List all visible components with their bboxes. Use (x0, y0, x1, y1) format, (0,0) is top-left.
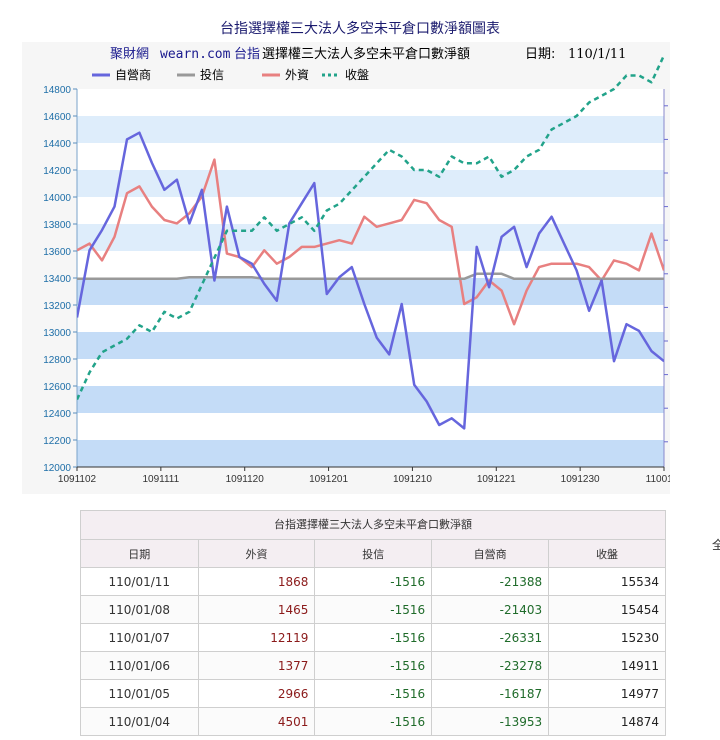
legend-label: 外資 (285, 68, 309, 82)
cell-foreign: 1377 (197, 651, 316, 680)
background-band (77, 170, 664, 197)
cell-close: 15230 (548, 623, 666, 652)
cell-dealer: -13953 (431, 707, 550, 736)
x-tick-label: 1091201 (309, 474, 348, 485)
cell-date: 110/01/08 (80, 595, 199, 624)
cell-close: 14874 (548, 707, 666, 736)
background-band (77, 440, 664, 467)
left-tick-label: 14400 (43, 139, 71, 150)
table-header-row: 日期 外資 投信 自營商 收盤 (80, 539, 666, 568)
left-tick-label: 12600 (43, 382, 71, 393)
cell-trust: -1516 (314, 567, 433, 596)
background-band (77, 332, 664, 359)
x-tick-label: 1091210 (393, 474, 432, 485)
background-band (77, 386, 664, 413)
series-line-2 (77, 158, 664, 326)
legend-label: 收盤 (345, 68, 369, 82)
cell-trust: -1516 (314, 679, 433, 708)
cell-date: 110/01/06 (80, 651, 199, 680)
table-row: 110/01/11 1868 -1516 -21388 15534 (80, 567, 666, 596)
x-tick-label: 1091102 (58, 474, 97, 485)
cell-close: 14977 (548, 679, 666, 708)
cell-close: 15454 (548, 595, 666, 624)
col-header-trust: 投信 (314, 539, 433, 568)
cell-dealer: -21388 (431, 567, 550, 596)
table-row: 110/01/06 1377 -1516 -23278 14911 (80, 651, 666, 680)
left-tick-label: 13000 (43, 328, 71, 339)
x-tick-label: 1100111 (646, 474, 670, 485)
chart-legend: 自營商 投信 外資 收盤 (92, 67, 369, 82)
table-row: 110/01/05 2966 -1516 -16187 14977 (80, 679, 666, 708)
left-tick-label: 14200 (43, 166, 71, 177)
cell-foreign: 12119 (197, 623, 316, 652)
legend-label: 自營商 (115, 67, 151, 82)
cell-foreign: 2966 (197, 679, 316, 708)
col-header-date: 日期 (80, 539, 199, 568)
net-oi-line-chart: 聚財網 wearn.com 台指 選擇權三大法人多空未平倉口數淨額 日期: 11… (43, 46, 670, 485)
col-header-foreign: 外資 (197, 539, 316, 568)
cell-foreign: 4501 (197, 707, 316, 736)
left-tick-label: 14000 (43, 193, 71, 204)
cell-foreign: 1465 (197, 595, 316, 624)
cell-close: 15534 (548, 567, 666, 596)
left-tick-label: 12000 (43, 463, 71, 474)
col-header-dealer: 自營商 (431, 539, 550, 568)
chart-header: 聚財網 wearn.com 台指 選擇權三大法人多空未平倉口數淨額 日期: 11… (110, 46, 626, 62)
left-tick-label: 12200 (43, 436, 71, 447)
left-tick-label: 13600 (43, 247, 71, 258)
series-line-1 (77, 272, 664, 281)
chart-brand: 聚財網 (110, 47, 149, 62)
cell-trust: -1516 (314, 707, 433, 736)
chart-title: 選擇權三大法人多空未平倉口數淨額 (262, 46, 470, 62)
background-band (77, 116, 664, 143)
legend-label: 投信 (200, 67, 224, 82)
chart-date-label: 日期: (525, 47, 555, 62)
chart-date-value: 110/1/11 (568, 47, 626, 62)
chart-container: 聚財網 wearn.com 台指 選擇權三大法人多空未平倉口數淨額 日期: 11… (22, 42, 670, 494)
cell-date: 110/01/05 (80, 679, 199, 708)
cell-dealer: -16187 (431, 679, 550, 708)
left-tick-label: 14800 (43, 85, 71, 96)
cell-dealer: -21403 (431, 595, 550, 624)
left-tick-label: 12400 (43, 409, 71, 420)
x-tick-label: 1091230 (561, 474, 600, 485)
left-tick-label: 13400 (43, 274, 71, 285)
left-tick-label: 14600 (43, 112, 71, 123)
cell-trust: -1516 (314, 651, 433, 680)
left-tick-label: 12800 (43, 355, 71, 366)
table-row: 110/01/07 12119 -1516 -26331 15230 (80, 623, 666, 652)
col-header-close: 收盤 (548, 539, 666, 568)
background-band (77, 224, 664, 251)
chart-title-prefix: 台指 (234, 47, 260, 62)
background-band (77, 278, 664, 305)
table-row: 110/01/04 4501 -1516 -13953 14874 (80, 707, 666, 736)
net-oi-table: 台指選擇權三大法人多空未平倉口數淨額 日期 外資 投信 自營商 收盤 110/0… (80, 510, 666, 736)
cell-trust: -1516 (314, 623, 433, 652)
page-title: 台指選擇權三大法人多空未平倉口數淨額圖表 (220, 21, 500, 37)
x-tick-label: 1091221 (477, 474, 516, 485)
cell-dealer: -26331 (431, 623, 550, 652)
cut-off-text: 全 (712, 538, 720, 552)
cell-foreign: 1868 (197, 567, 316, 596)
left-tick-label: 13200 (43, 301, 71, 312)
table-row: 110/01/08 1465 -1516 -21403 15454 (80, 595, 666, 624)
x-tick-label: 1091120 (226, 474, 265, 485)
series-line-0 (77, 131, 664, 430)
cell-trust: -1516 (314, 595, 433, 624)
cell-close: 14911 (548, 651, 666, 680)
cell-date: 110/01/07 (80, 623, 199, 652)
chart-axes: 12000 12200 12400 12600 12800 13000 13200 13400… (43, 85, 670, 485)
cell-date: 110/01/04 (80, 707, 199, 736)
table-caption: 台指選擇權三大法人多空未平倉口數淨額 (80, 510, 666, 539)
cell-dealer: -23278 (431, 651, 550, 680)
x-tick-label: 1091111 (142, 474, 179, 485)
chart-series (77, 54, 664, 430)
chart-site: wearn.com (160, 47, 231, 62)
cell-date: 110/01/11 (80, 567, 199, 596)
left-tick-label: 13800 (43, 220, 71, 231)
